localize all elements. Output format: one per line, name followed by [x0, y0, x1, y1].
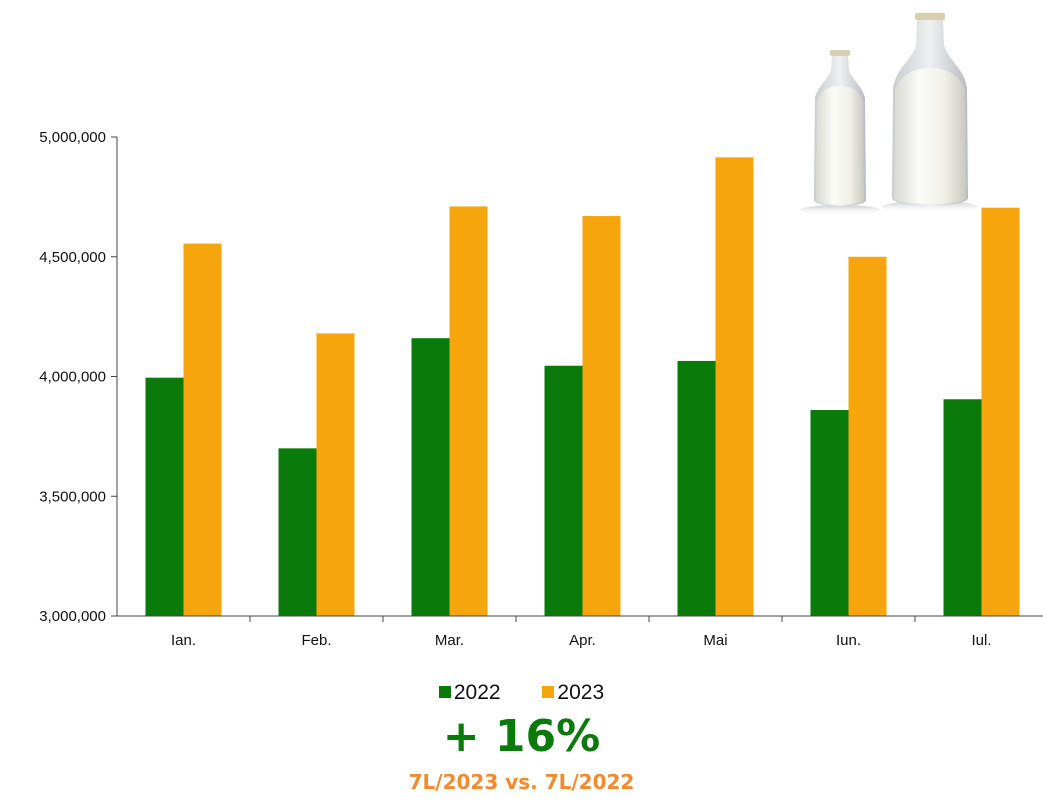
y-tick-label: 3,000,000 [39, 608, 106, 625]
bar-2022 [278, 448, 317, 616]
y-tick-label: 5,000,000 [39, 129, 106, 146]
legend-item-2023: 2023 [542, 681, 604, 705]
bar-2022 [145, 377, 184, 616]
bar-2022 [544, 365, 583, 616]
x-tick-label: Mai [703, 632, 727, 649]
x-tick-label: Apr. [569, 632, 596, 649]
legend-item-2022: 2022 [438, 681, 501, 705]
y-axis: 3,000,000 3,500,000 4,000,000 4,500,000 5,00… [39, 129, 118, 625]
bar-2023 [848, 256, 887, 616]
bar-2022 [810, 410, 849, 616]
bar-2022 [943, 399, 982, 616]
chart-legend: 2022 2023 [0, 681, 1043, 705]
bar-2023 [981, 207, 1020, 616]
milk-bottles-icon [800, 13, 978, 215]
x-tick-label: Iul. [971, 632, 991, 649]
y-tick-label: 3,500,000 [39, 488, 106, 505]
legend-label-2022: 2022 [453, 681, 501, 704]
bar-2023 [316, 333, 355, 616]
x-tick-label: Ian. [171, 632, 196, 649]
legend-label-2023: 2023 [557, 681, 605, 704]
x-tick-label: Feb. [301, 632, 331, 649]
x-axis: Ian. Feb. Mar. Apr. Mai Iun. Iul. [117, 615, 1043, 649]
y-tick-label: 4,000,000 [39, 369, 106, 386]
bar-2022 [677, 360, 716, 616]
growth-percentage: + 16% [442, 711, 601, 762]
bars [145, 157, 1020, 617]
x-tick-label: Mar. [435, 632, 464, 649]
bar-2023 [582, 216, 621, 616]
bar-2023 [449, 206, 488, 616]
x-tick-label: Iun. [836, 632, 861, 649]
bar-2023 [715, 157, 754, 617]
legend-swatch-2022 [438, 686, 451, 698]
y-tick-label: 4,500,000 [39, 249, 106, 266]
legend-swatch-2023 [542, 686, 555, 698]
bar-2022 [411, 338, 450, 616]
bar-2023 [183, 243, 222, 616]
comparison-period: 7L/2023 vs. 7L/2022 [408, 770, 635, 794]
